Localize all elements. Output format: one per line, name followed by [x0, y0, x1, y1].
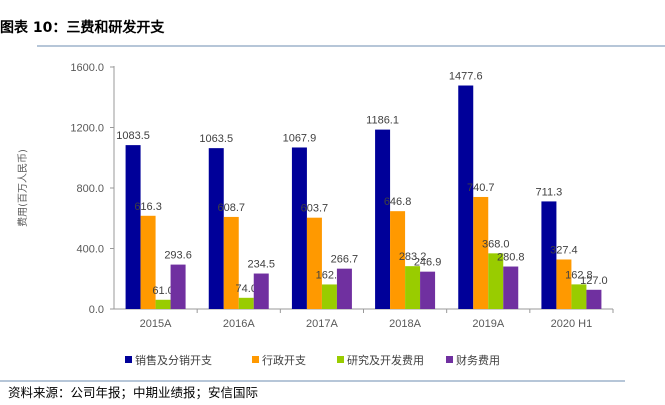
bar: [125, 145, 141, 309]
y-tick-label: 1200.0: [70, 123, 104, 135]
bar: [238, 297, 254, 309]
bar: [473, 196, 489, 309]
figure-title: 图表 10：三费和研发开支: [0, 19, 165, 36]
data-label: 1067.9: [283, 132, 317, 144]
data-label: 283.2: [399, 251, 427, 263]
bar: [375, 129, 391, 309]
bar: [541, 201, 557, 309]
data-label: 293.6: [164, 250, 192, 262]
data-label: 646.8: [384, 196, 412, 208]
bar: [458, 85, 474, 309]
data-label: 1186.1: [366, 115, 399, 127]
x-tick-label: 2020 H1: [551, 318, 593, 330]
x-tick-label: 2015A: [140, 318, 172, 330]
bar: [556, 259, 572, 309]
bar: [420, 271, 436, 309]
data-label: 740.7: [467, 182, 495, 194]
source-note: 资料来源：公司年报；中期业绩报；安信国际: [8, 385, 258, 400]
data-label: 234.5: [247, 259, 275, 271]
data-label: 327.4: [550, 244, 578, 256]
bar: [291, 147, 307, 309]
data-label: 61.0: [152, 285, 173, 297]
bar: [336, 268, 352, 309]
legend-swatch: [337, 356, 344, 363]
x-tick-label: 2016A: [223, 318, 255, 330]
data-label: 162.8: [565, 269, 593, 281]
bar: [586, 289, 602, 309]
data-label: 616.3: [134, 201, 162, 213]
data-label: 1063.5: [199, 133, 233, 145]
bar: [306, 217, 322, 309]
x-tick-label: 2018A: [389, 318, 421, 330]
data-label: 266.7: [331, 254, 359, 266]
bar: [155, 299, 171, 309]
data-label: 603.7: [301, 203, 329, 215]
legend-label: 研究及开发费用: [347, 353, 424, 367]
legend-label: 销售及分销开支: [135, 353, 212, 367]
data-label: 162.3: [316, 269, 344, 281]
legend-swatch: [446, 356, 453, 363]
legend-swatch: [125, 356, 132, 363]
data-label: 280.8: [497, 252, 525, 264]
y-axis-label: 费用(百万人民币): [16, 149, 29, 227]
bar: [321, 284, 337, 309]
bar: [488, 253, 504, 309]
x-tick-label: 2019A: [472, 318, 504, 330]
y-tick-label: 1600.0: [70, 62, 104, 74]
x-tick-label: 2017A: [306, 318, 338, 330]
bar: [503, 266, 519, 309]
data-label: 1083.5: [116, 130, 150, 142]
data-label: 711.3: [536, 186, 563, 198]
bar: [170, 264, 186, 309]
data-label: 608.7: [217, 202, 245, 214]
bar: [405, 266, 421, 309]
bar: [571, 284, 587, 309]
legend-label: 行政开支: [262, 353, 306, 367]
bar: [390, 211, 406, 309]
legend-swatch: [252, 356, 259, 363]
data-label: 368.0: [482, 238, 510, 250]
y-tick-label: 400.0: [76, 244, 104, 256]
y-tick-label: 800.0: [76, 183, 104, 195]
data-label: 246.9: [414, 257, 442, 269]
y-tick-label: 0.0: [89, 304, 104, 316]
data-label: 74.0: [236, 283, 257, 295]
bar: [223, 216, 239, 309]
bar: [253, 273, 269, 309]
legend-label: 财务费用: [456, 353, 500, 367]
data-label: 127.0: [580, 275, 608, 287]
bar: [140, 215, 156, 309]
data-label: 1477.6: [449, 71, 483, 83]
bar: [208, 148, 224, 309]
